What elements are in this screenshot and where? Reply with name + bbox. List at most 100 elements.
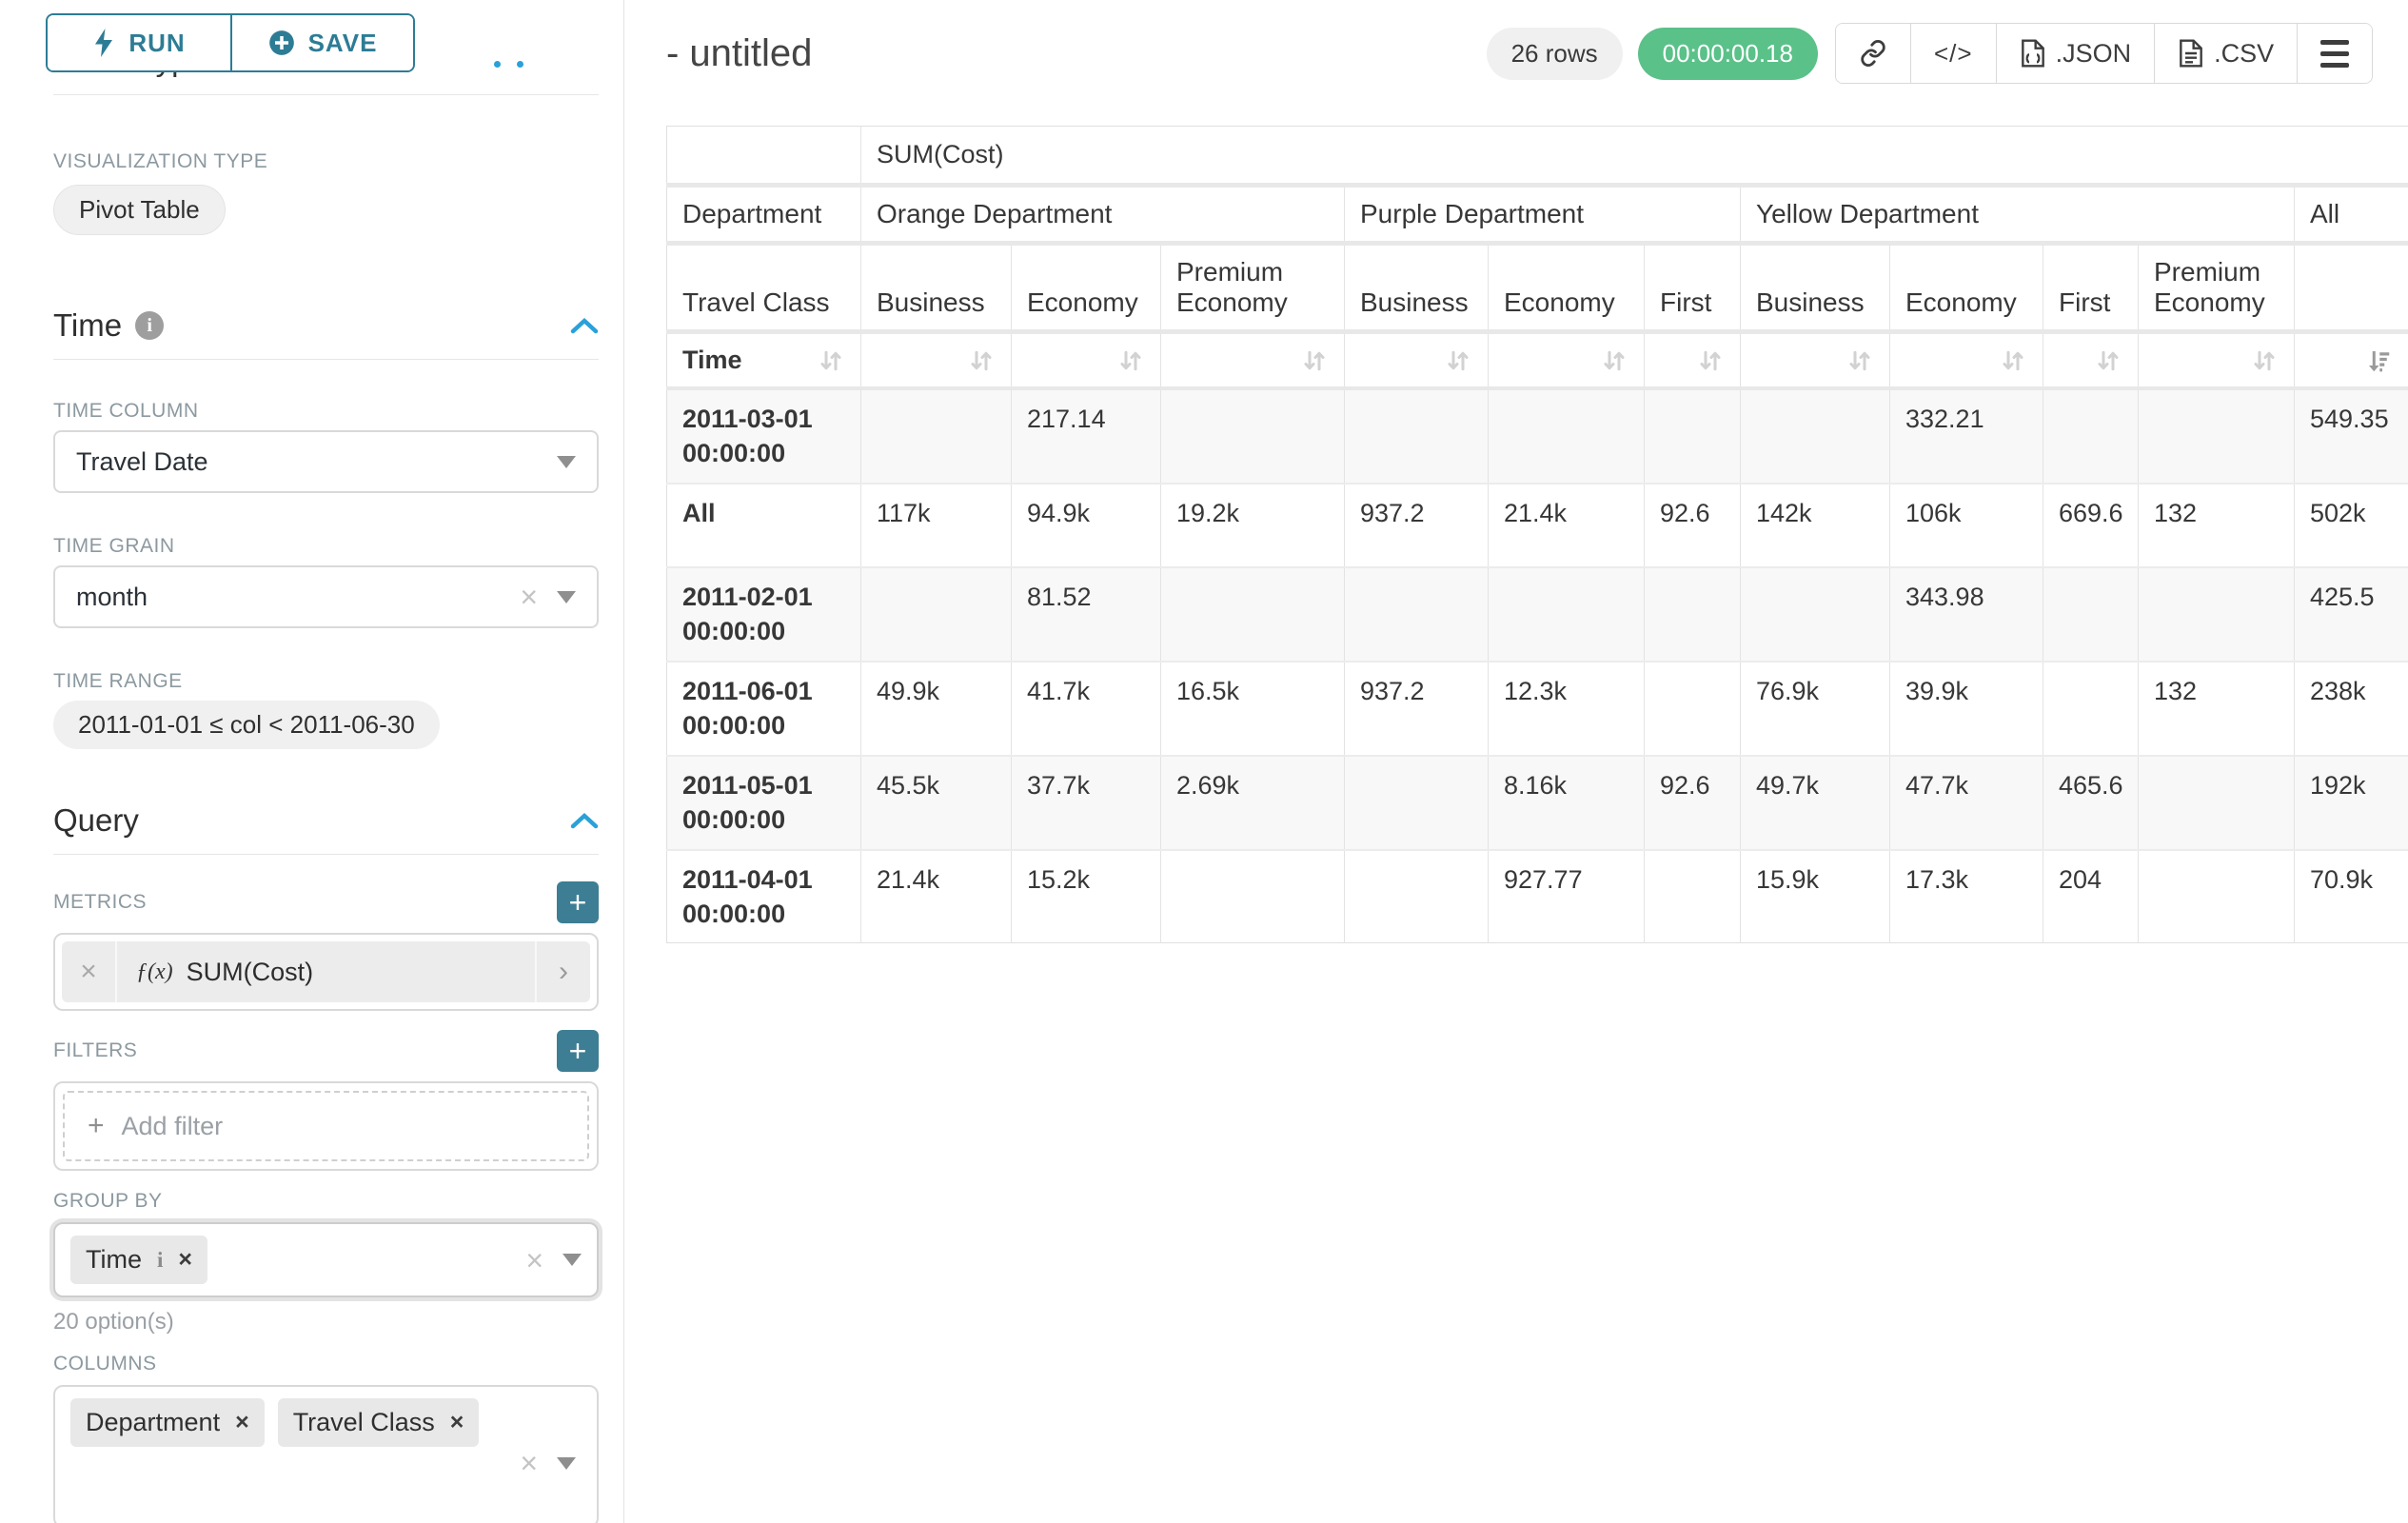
save-button[interactable]: SAVE [230,15,413,70]
viz-type-pill[interactable]: Pivot Table [53,185,226,235]
query-timer-badge: 00:00:00.18 [1637,27,1818,80]
pivot-sort-cell[interactable] [1011,331,1161,390]
add-metric-button[interactable]: + [557,881,599,923]
table-row: 2011-03-01 00:00:00 217.14 332.21 549.35 [666,387,2408,484]
menu-button[interactable] [2297,24,2373,83]
pivot-group-header: Orange Department [860,185,1345,246]
sort-icon[interactable] [1300,346,1329,375]
json-file-icon [2021,39,2044,68]
time-range-pill[interactable]: 2011-01-01 ≤ col < 2011-06-30 [53,701,440,749]
pivot-sort-label: Time [682,346,742,374]
clear-icon[interactable]: × [520,580,538,614]
pivot-sort-cell[interactable] [1344,331,1489,390]
pivot-sort-cell[interactable] [1740,331,1890,390]
time-column-select[interactable]: Travel Date [53,430,599,493]
link-icon [1861,40,1885,67]
group-by-label: GROUP BY [53,1190,163,1212]
sort-icon[interactable] [1696,346,1725,375]
pivot-value-cell [1344,754,1489,850]
group-by-select[interactable]: Time i × × [53,1222,599,1297]
metrics-control: × ƒ(x) SUM(Cost) › [53,933,599,1011]
pivot-value-cell [1644,848,1741,943]
pivot-class-header: Business [860,243,1012,334]
export-csv-button[interactable]: .CSV [2154,24,2298,83]
columns-tag-travel-class[interactable]: Travel Class × [277,1398,480,1447]
remove-metric-icon[interactable]: × [62,941,117,1002]
add-filter-dropzone[interactable]: + Add filter [63,1091,589,1161]
pivot-class-header: Premium Economy [2138,243,2295,334]
pivot-sort-cell[interactable] [2138,331,2295,390]
tag-label: Department [86,1408,221,1436]
pivot-sort-cell[interactable] [860,331,1012,390]
pivot-value-cell: 92.6 [1644,482,1741,567]
pivot-sort-cell[interactable] [1488,331,1645,390]
pivot-value-cell: 238k [2294,660,2408,756]
chevron-down-icon[interactable] [557,1456,576,1470]
run-button[interactable]: RUN [48,15,230,70]
pivot-value-cell: 927.77 [1488,848,1645,943]
tag-remove-icon[interactable]: × [178,1246,192,1273]
sort-icon[interactable] [1999,346,2027,375]
add-filter-label: Add filter [121,1111,224,1140]
chevron-up-icon[interactable] [570,812,599,829]
sort-desc-icon[interactable] [2364,346,2393,375]
pivot-value-cell: 76.9k [1740,660,1890,756]
tag-remove-icon[interactable]: × [449,1409,464,1435]
run-button-label: RUN [128,28,186,57]
pivot-sort-cell[interactable] [1644,331,1741,390]
sort-icon[interactable] [1444,346,1472,375]
sort-icon[interactable] [1600,346,1628,375]
metric-pill[interactable]: × ƒ(x) SUM(Cost) › [62,941,590,1002]
export-json-button[interactable]: .JSON [1995,24,2155,83]
fx-icon: ƒ(x) [136,959,173,984]
add-filter-button[interactable]: + [557,1030,599,1072]
chevron-down-icon [557,455,576,468]
plus-icon: + [88,1110,105,1141]
chevron-down-icon[interactable] [563,1254,582,1266]
tag-remove-icon[interactable]: × [235,1409,249,1435]
sort-icon[interactable] [967,346,996,375]
clear-icon[interactable]: × [525,1242,543,1277]
pivot-value-cell [2043,387,2139,484]
chevron-up-icon[interactable] [570,317,599,334]
view-query-button[interactable]: </> [1909,24,1996,83]
copy-link-button[interactable] [1835,24,1910,83]
pivot-metric-header: SUM(Cost) [860,126,2408,188]
pivot-class-header: Premium Economy [1160,243,1345,334]
run-save-button-group: RUN SAVE [46,13,415,72]
columns-tag-department[interactable]: Department × [70,1398,265,1447]
table-row: 2011-06-01 00:00:00 49.9k 41.7k 16.5k 937.2 1… [666,660,2408,756]
pivot-sort-cell[interactable] [1160,331,1345,390]
pivot-sort-cell[interactable]: Time [666,331,861,390]
sort-icon[interactable] [1845,346,1874,375]
pivot-class-header: Business [1740,243,1890,334]
sort-icon[interactable] [817,346,845,375]
sort-icon[interactable] [2094,346,2122,375]
pivot-sort-cell[interactable] [1889,331,2043,390]
pivot-value-cell: 12.3k [1488,660,1645,756]
pivot-table-container: SUM(Cost) Department Orange Department Purp… [666,126,2408,944]
chart-header: - untitled 26 rows 00:00:00.18 </> .JSON… [666,23,2408,84]
chevron-down-icon [557,590,576,603]
pivot-row-key: 2011-05-01 00:00:00 [666,754,861,850]
time-grain-select[interactable]: month × [53,565,599,628]
tag-label: Travel Class [292,1408,435,1436]
lightning-icon [95,29,113,57]
clear-icon[interactable]: × [520,1446,538,1480]
group-by-tag-time[interactable]: Time i × [70,1236,207,1284]
pivot-value-cell: 21.4k [860,848,1012,943]
pivot-value-cell [1644,565,1741,662]
pivot-table: SUM(Cost) Department Orange Department Purp… [666,126,2408,944]
pivot-value-cell [2043,660,2139,756]
chevron-right-icon[interactable]: › [535,941,590,1002]
columns-select[interactable]: Department × Travel Class × × [53,1385,599,1523]
sort-icon[interactable] [1116,346,1145,375]
page-title: - untitled [666,31,813,74]
pivot-value-cell [1740,565,1890,662]
info-icon: i [135,311,165,340]
pivot-value-cell: 132 [2138,660,2295,756]
pivot-value-cell: 41.7k [1011,660,1161,756]
sort-icon[interactable] [2250,346,2279,375]
pivot-sort-cell[interactable] [2294,331,2408,390]
pivot-sort-cell[interactable] [2043,331,2139,390]
